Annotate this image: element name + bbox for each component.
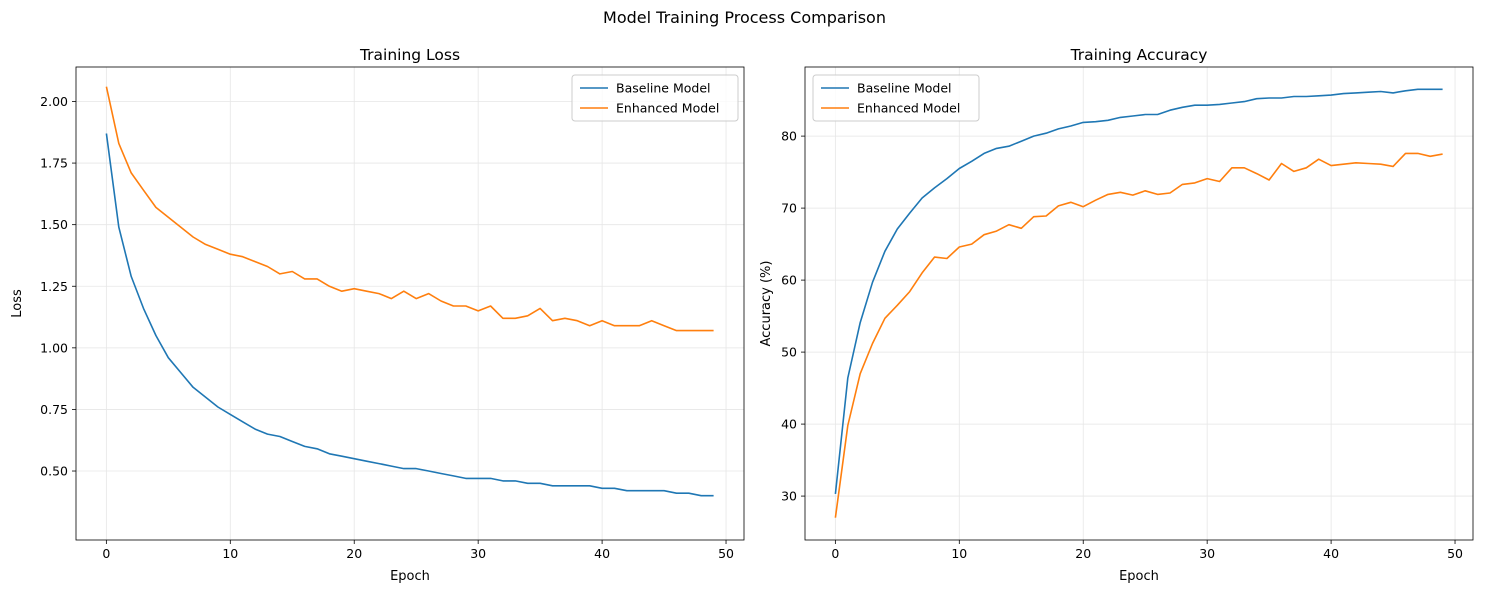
x-axis-label: Epoch bbox=[390, 569, 430, 584]
x-tick-label: 10 bbox=[222, 546, 238, 561]
chart-title: Training Accuracy bbox=[1070, 46, 1208, 64]
accuracy-chart: 0 10 20 30 40 50 30 40 50 60 70 80 Training Accuracy… bbox=[759, 46, 1474, 584]
y-tick-label: 80 bbox=[781, 129, 797, 144]
loss-chart: 0 10 20 30 40 50 0.50 0.75 1.00 1.25 1.50 1.75 2.00 T… bbox=[10, 46, 745, 584]
legend-label: Baseline Model bbox=[857, 81, 952, 96]
y-tick-label: 1.75 bbox=[40, 156, 68, 171]
x-tick-label: 0 bbox=[831, 546, 839, 561]
y-axis-label: Loss bbox=[10, 289, 25, 318]
y-tick-label: 50 bbox=[781, 345, 797, 360]
x-tick-label: 30 bbox=[470, 546, 486, 561]
x-tick-label: 40 bbox=[1323, 546, 1339, 561]
series-line-enhanced-model bbox=[105, 86, 714, 332]
legend: Baseline Model Enhanced Model bbox=[571, 74, 739, 122]
y-tick-label: 1.00 bbox=[40, 340, 68, 355]
x-tick-label: 20 bbox=[1075, 546, 1091, 561]
y-tick-label: 0.50 bbox=[40, 464, 68, 479]
y-axis-label: Accuracy (%) bbox=[759, 261, 774, 347]
x-tick-label: 30 bbox=[1199, 546, 1215, 561]
y-tick-label: 2.00 bbox=[40, 94, 68, 109]
axes-frame bbox=[804, 66, 1474, 541]
y-tick-label: 60 bbox=[781, 273, 797, 288]
legend-box bbox=[571, 74, 739, 122]
series-line-baseline-model bbox=[834, 88, 1443, 494]
figure-title: Model Training Process Comparison bbox=[603, 8, 886, 27]
x-tick-label: 20 bbox=[346, 546, 362, 561]
x-tick-label: 10 bbox=[951, 546, 967, 561]
y-tick-label: 30 bbox=[781, 489, 797, 504]
x-tick-label: 50 bbox=[718, 546, 734, 561]
x-tick-label: 40 bbox=[594, 546, 610, 561]
x-tick-label: 50 bbox=[1447, 546, 1463, 561]
y-tick-label: 0.75 bbox=[40, 402, 68, 417]
legend-label: Enhanced Model bbox=[857, 101, 960, 116]
chart-title: Training Loss bbox=[359, 46, 460, 64]
series-line-baseline-model bbox=[105, 133, 714, 497]
y-tick-label: 70 bbox=[781, 201, 797, 216]
legend-label: Enhanced Model bbox=[616, 101, 719, 116]
series-line-enhanced-model bbox=[834, 152, 1443, 518]
y-tick-label: 40 bbox=[781, 417, 797, 432]
legend: Baseline Model Enhanced Model bbox=[812, 74, 980, 122]
y-tick-label: 1.50 bbox=[40, 217, 68, 232]
axes-frame bbox=[75, 66, 745, 541]
x-tick-label: 0 bbox=[102, 546, 110, 561]
x-axis-label: Epoch bbox=[1119, 569, 1159, 584]
y-tick-label: 1.25 bbox=[40, 279, 68, 294]
legend-box bbox=[812, 74, 980, 122]
legend-label: Baseline Model bbox=[616, 81, 711, 96]
